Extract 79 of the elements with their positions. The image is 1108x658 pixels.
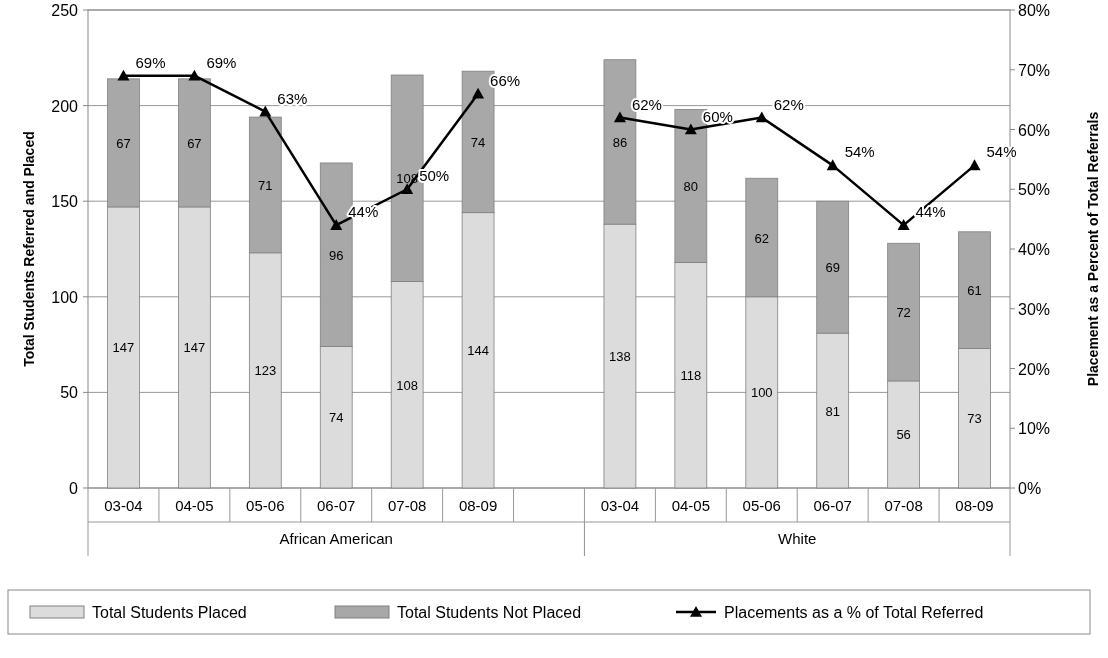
data-label: 50% [419,167,450,185]
x-tick-label: 04-05 [175,497,214,514]
data-label: 72 [896,305,911,321]
x-tick-label: 07-08 [884,497,923,514]
point [684,123,697,135]
data-label: 74 [470,134,486,150]
x-tick-label: 05-06 [742,497,781,514]
y-tick-label: 100 [51,288,79,306]
data-label: 123 [254,363,277,379]
x-tick-label: 03-04 [600,497,640,514]
data-label: 69 [825,260,840,276]
y2-tick-label: 40% [1018,241,1051,258]
data-label: 62 [754,230,769,246]
point [897,219,910,230]
x-tick-label: 06-07 [813,497,852,514]
data-label: 62% [631,95,662,113]
y-tick-label: 50 [60,384,79,402]
data-label: 86 [612,134,628,150]
data-label: 69% [135,53,166,71]
data-label: 144 [467,343,489,359]
y2-tick-label: 50% [1018,181,1051,199]
y2-tick-label: 0% [1018,480,1042,497]
point [259,105,272,117]
y-tick-label: 200 [51,97,79,115]
point [401,183,414,195]
y2-tick-label: 80% [1018,2,1051,19]
point [188,69,201,81]
y2-tick-label: 60% [1018,121,1051,139]
data-label: 74 [329,410,344,426]
y2-tick-label: 10% [1018,420,1051,438]
data-label: 96 [329,247,344,263]
point [330,219,343,230]
data-label: 80 [683,178,699,194]
data-label: 73 [967,411,982,427]
point [826,159,839,171]
data-label: 60% [702,107,733,125]
legend-label: Total Students Not Placed [397,604,582,621]
data-label: 81 [825,403,840,419]
legend-label: Placements as a % of Total Referred [724,604,984,621]
data-label: 71 [258,177,273,193]
y-tick-label: 150 [51,193,79,211]
data-label: 108 [396,377,419,393]
data-label: 54% [844,143,875,161]
data-label: 67 [116,135,131,151]
data-label: 100 [750,385,773,401]
data-label: 138 [609,349,631,365]
point [117,69,130,81]
data-label: 62% [773,95,804,113]
data-label: 147 [112,340,135,356]
legend-label: Total Students Placed [92,604,247,621]
y-tick-label: 250 [51,2,79,19]
x-tick-label: 07-08 [387,497,427,514]
x-tick-label: 04-05 [671,497,711,514]
data-label: 69% [206,53,237,71]
point [613,111,626,123]
data-label: 66% [490,71,521,89]
data-label: 67 [187,135,202,151]
point [472,87,485,99]
x-tick-label: 08-09 [955,497,994,514]
y2-tick-label: 20% [1018,360,1051,378]
data-label: 147 [183,340,206,356]
text: African American [279,530,393,547]
data-label: 63% [277,89,308,107]
data-label: 61 [967,283,982,299]
data-label: 118 [680,368,702,384]
y2-axis-title: Placement as a Percent of Total Referrals [1085,111,1101,387]
y2-tick-label: 70% [1018,61,1051,79]
y2-tick-label: 30% [1018,300,1051,318]
x-tick-label: 05-06 [246,497,285,514]
y-axis-title: Total Students Referred and Placed [21,131,37,367]
point [755,111,768,123]
data-label: 56 [896,427,911,443]
x-tick-label: 08-09 [458,497,498,514]
x-tick-label: 03-04 [104,497,143,514]
point [968,159,981,171]
x-tick-label: 06-07 [317,497,356,514]
y-tick-label: 0 [69,480,79,497]
text: White [778,530,817,547]
data-label: 54% [986,143,1017,161]
